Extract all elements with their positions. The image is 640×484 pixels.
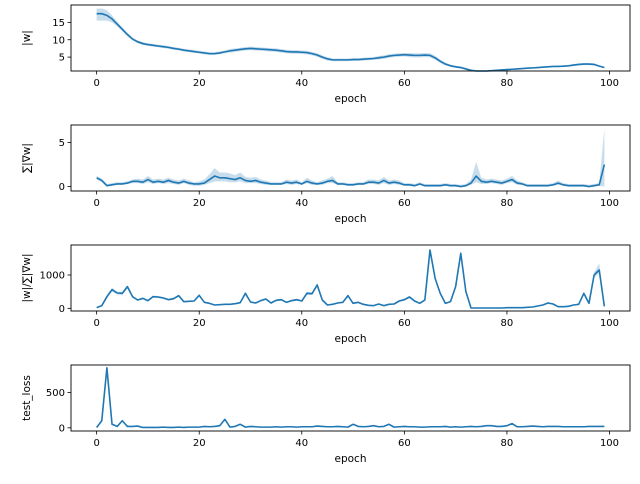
- x-axis-label: epoch: [335, 213, 367, 225]
- x-tick-label: 60: [398, 198, 411, 209]
- axes-frame: [70, 124, 631, 192]
- confidence-band: [96, 8, 605, 72]
- subplot-4: 0 20 40 60 80 100 0 500 epoch test_loss: [21, 364, 631, 465]
- y-tick-label: 500: [46, 388, 65, 399]
- x-tick-label: 40: [295, 318, 308, 329]
- subplot-2: 0 20 40 60 80 100 0 5 epoch ∑|∇w|: [21, 124, 631, 225]
- y-tick-label: 1000: [40, 271, 65, 282]
- x-tick-label: 80: [501, 198, 514, 209]
- x-tick-label: 80: [501, 78, 514, 89]
- series-line: [96, 164, 606, 188]
- y-axis-label: ∑|∇w|: [21, 143, 33, 173]
- x-tick-label: 100: [600, 318, 619, 329]
- x-tick-label: 80: [501, 318, 514, 329]
- series-line: [96, 367, 605, 429]
- axes-frame: [70, 244, 631, 312]
- x-tick-label: 100: [600, 438, 619, 449]
- axes-frame: [70, 4, 631, 72]
- x-tick-label: 60: [398, 438, 411, 449]
- subplot-1: 0 20 40 60 80 100 5 10 15 epoch |w|: [21, 4, 631, 105]
- x-tick-label: 0: [93, 78, 99, 89]
- x-tick-label: 100: [600, 198, 619, 209]
- x-tick-label: 60: [398, 318, 411, 329]
- series-line: [96, 249, 606, 309]
- y-tick-label: 5: [59, 53, 65, 64]
- x-tick-label: 0: [93, 198, 99, 209]
- x-tick-label: 0: [93, 438, 99, 449]
- y-tick-label: 10: [52, 35, 65, 46]
- x-tick-label: 20: [193, 438, 206, 449]
- x-tick-label: 20: [193, 78, 206, 89]
- y-tick-label: 15: [52, 18, 65, 29]
- x-axis-label: epoch: [335, 333, 367, 345]
- x-tick-label: 20: [193, 198, 206, 209]
- x-tick-label: 100: [600, 78, 619, 89]
- y-axis-label: |w|: [21, 30, 33, 46]
- series-line: [96, 12, 605, 72]
- x-axis-label: epoch: [335, 93, 367, 105]
- y-tick-label: 0: [59, 182, 65, 193]
- x-tick-label: 80: [501, 438, 514, 449]
- x-tick-label: 40: [295, 198, 308, 209]
- y-tick-label: 0: [59, 423, 65, 434]
- x-tick-label: 40: [295, 78, 308, 89]
- x-tick-label: 20: [193, 318, 206, 329]
- y-tick-label: 0: [59, 304, 65, 315]
- x-axis-label: epoch: [335, 453, 367, 465]
- y-axis-label: |w|/∑|∇w|: [21, 254, 33, 303]
- x-tick-label: 40: [295, 438, 308, 449]
- x-tick-label: 60: [398, 78, 411, 89]
- confidence-band: [96, 128, 605, 187]
- y-tick-label: 5: [59, 138, 65, 149]
- axes-frame: [70, 364, 631, 432]
- y-axis-label: test_loss: [21, 375, 33, 421]
- x-tick-label: 0: [93, 318, 99, 329]
